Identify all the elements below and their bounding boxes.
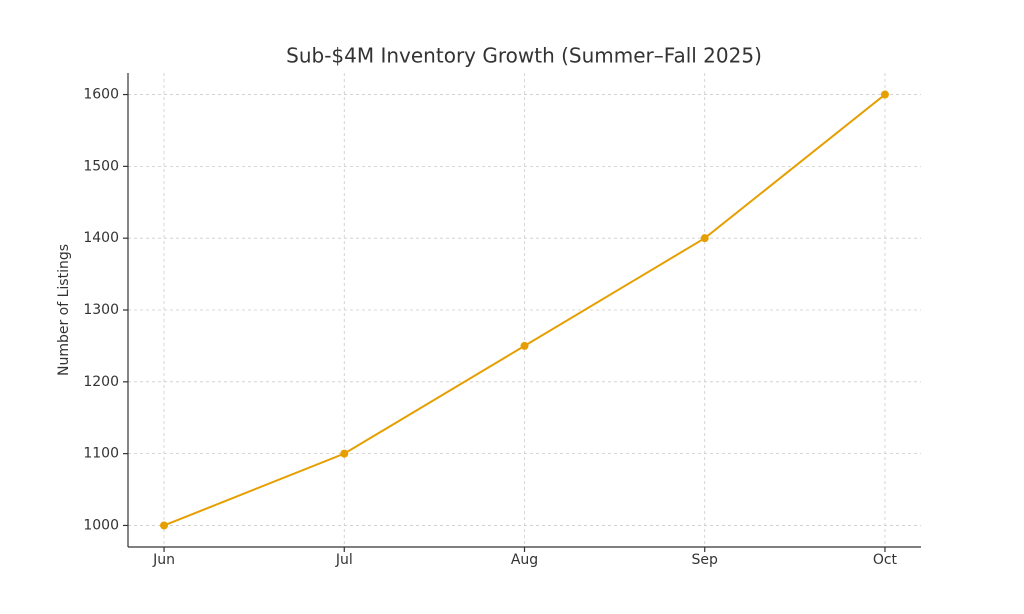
marker	[160, 521, 169, 530]
marker	[340, 449, 349, 458]
y-tick-label: 1100	[83, 446, 119, 462]
chart-title: Sub-$4M Inventory Growth (Summer–Fall 20…	[286, 44, 762, 68]
y-tick-label: 1000	[83, 517, 119, 533]
y-axis-label: Number of Listings	[56, 244, 72, 376]
x-tick-label: Sep	[692, 552, 719, 568]
y-tick-label: 1600	[83, 87, 119, 103]
marker	[880, 90, 889, 99]
x-tick-label: Jun	[152, 552, 175, 568]
y-tick-label: 1300	[83, 302, 119, 318]
y-tick-label: 1500	[83, 158, 119, 174]
marker	[700, 234, 709, 243]
x-tick-label: Oct	[873, 552, 898, 568]
y-tick-label: 1400	[83, 230, 119, 246]
x-tick-label: Aug	[511, 552, 538, 568]
x-tick-label: Jul	[335, 552, 353, 568]
y-tick-label: 1200	[83, 374, 119, 390]
marker	[520, 341, 529, 350]
